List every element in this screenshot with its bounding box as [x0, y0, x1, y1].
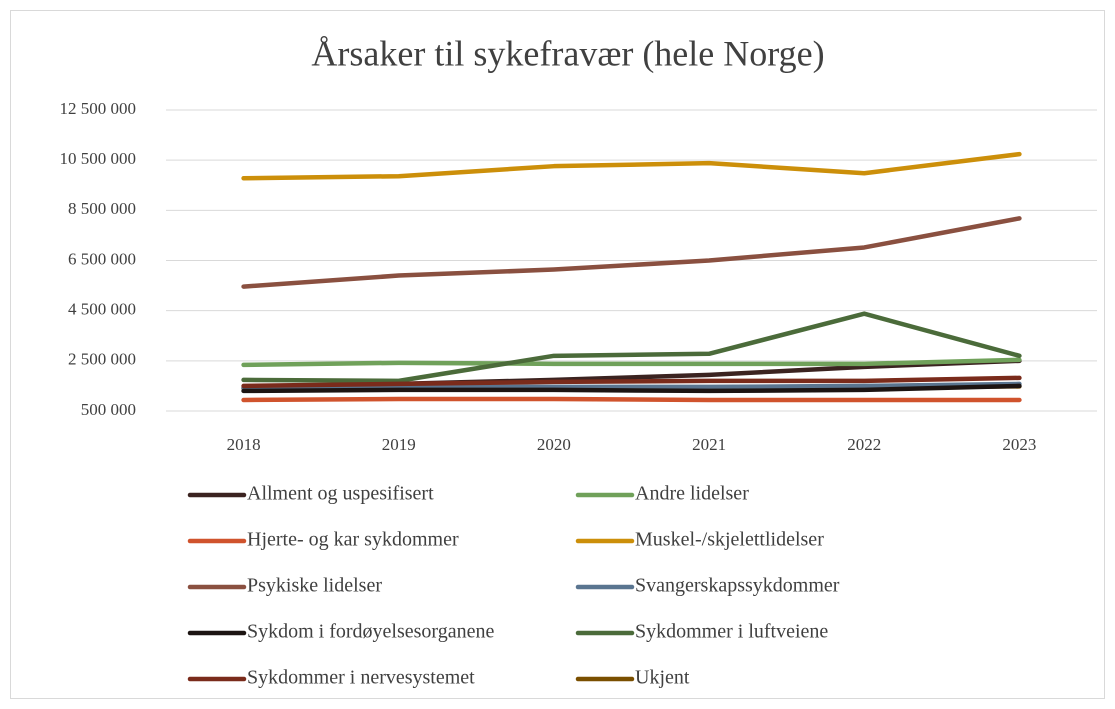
y-tick-label: 10 500 000: [60, 149, 137, 168]
legend-label: Ukjent: [635, 667, 690, 689]
x-tick-label: 2021: [692, 435, 726, 454]
chart-title: Årsaker til sykefravær (hele Norge): [311, 33, 824, 73]
series-line: [241, 383, 1022, 394]
series-line: [241, 396, 1022, 403]
x-tick-label: 2018: [227, 435, 261, 454]
legend-label: Svangerskapssykdommer: [635, 575, 840, 597]
legend-label: Hjerte- og kar sykdommer: [247, 529, 459, 551]
legend-label: Muskel-/skjelettlidelser: [635, 529, 824, 551]
y-tick-label: 8 500 000: [68, 199, 136, 218]
y-tick-label: 6 500 000: [68, 249, 136, 268]
series-line: [241, 375, 1022, 389]
legend-label: Psykiske lidelser: [247, 575, 382, 597]
y-tick-label: 500 000: [81, 400, 136, 419]
legend-label: Allment og uspesifisert: [247, 483, 434, 505]
series-line: [241, 357, 1022, 368]
legend-label: Sykdommer i nervesystemet: [247, 667, 475, 689]
legend-label: Sykdommer i luftveiene: [635, 621, 828, 643]
x-tick-label: 2020: [537, 435, 571, 454]
y-tick-label: 4 500 000: [68, 300, 136, 319]
y-tick-label: 12 500 000: [60, 99, 137, 118]
series-line: [241, 216, 1022, 289]
x-tick-label: 2019: [382, 435, 416, 454]
series-line: [241, 311, 1022, 384]
x-tick-label: 2023: [1002, 435, 1036, 454]
legend-label: Sykdom i fordøyelsesorganene: [247, 621, 494, 643]
x-tick-label: 2022: [847, 435, 881, 454]
series-line: [241, 381, 1022, 391]
series-line: [241, 151, 1022, 181]
legend-label: Andre lidelser: [635, 483, 749, 505]
y-tick-label: 2 500 000: [68, 350, 136, 369]
